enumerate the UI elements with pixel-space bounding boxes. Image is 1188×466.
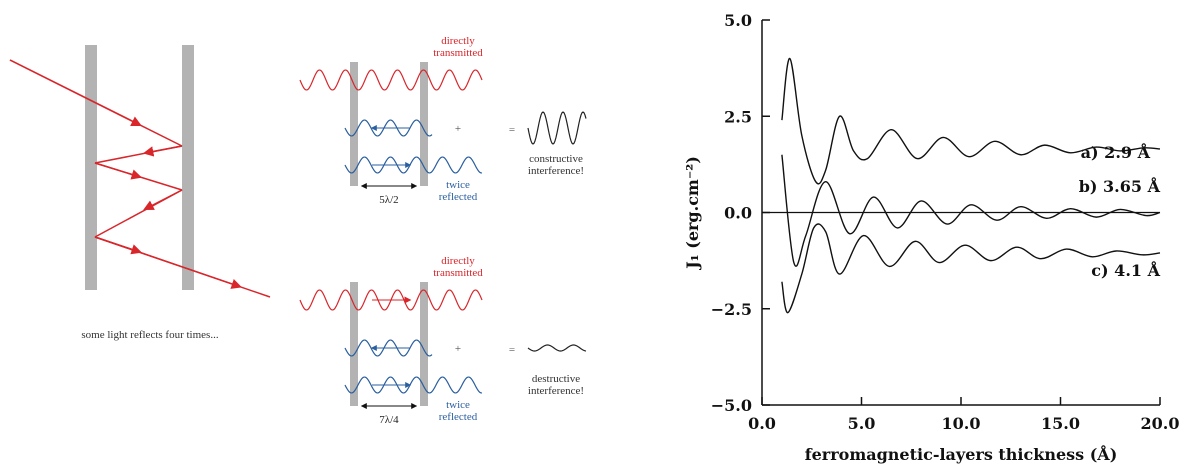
label-line: destructive (532, 373, 580, 385)
wave (299, 69, 483, 91)
y-tick-label: −5.0 (711, 396, 752, 415)
label-line: reflected (439, 411, 478, 423)
label: destructive interference! (528, 373, 584, 397)
x-tick-label: 0.0 (748, 414, 776, 433)
label-line: twice (446, 399, 470, 411)
mirror (420, 282, 428, 406)
label-line: directly (441, 35, 475, 47)
result-wave (527, 111, 587, 145)
x-tick-label: 20.0 (1141, 414, 1180, 433)
plus: + (455, 123, 461, 135)
mirror (182, 45, 194, 290)
label-line: directly (441, 255, 475, 267)
spacing: 5λ/2 (379, 194, 398, 206)
line-series (781, 154, 1161, 267)
label: directly transmitted (433, 35, 483, 59)
label-line: constructive (529, 153, 583, 165)
mirror (420, 62, 428, 186)
y-tick-label: 0.0 (724, 204, 752, 223)
label: twice reflected (439, 399, 478, 423)
light-ray (9, 59, 271, 298)
diagram: some light reflects four times... 5λ/2 di… (9, 35, 587, 426)
result-wave (527, 344, 587, 352)
x-tick-label: 15.0 (1041, 414, 1080, 433)
equals: = (509, 124, 515, 136)
label: constructive interference! (528, 153, 584, 177)
y-tick-label: 5.0 (724, 11, 752, 30)
label: directly transmitted (433, 255, 483, 279)
series-label: c) 4.1 Å (1091, 259, 1160, 280)
wave (344, 376, 482, 394)
chart: −5.0 −2.5 0.0 2.5 5.0 0.0 5.0 10.0 15.0 20.0 ferro… (683, 11, 1179, 464)
spacing: 7λ/4 (379, 414, 399, 426)
label-line: transmitted (433, 47, 483, 59)
mirror (85, 45, 97, 290)
label-line: interference! (528, 165, 584, 177)
wave (344, 156, 482, 174)
x-tick-label: 10.0 (942, 414, 981, 433)
label-line: twice (446, 179, 470, 191)
label-line: reflected (439, 191, 478, 203)
equals: = (509, 344, 515, 356)
wave (344, 339, 433, 357)
y-tick-label: 2.5 (724, 107, 752, 126)
y-axis-title: J₁ (erg.cm⁻²) (683, 156, 702, 271)
x-axis-title: ferromagnetic-layers thickness (Å) (805, 443, 1118, 464)
series-label: b) 3.65 Å (1079, 175, 1161, 196)
caption: some light reflects four times... (81, 329, 218, 341)
wave (344, 119, 433, 137)
y-tick-label: −2.5 (711, 300, 752, 319)
label-line: interference! (528, 385, 584, 397)
mirror (350, 62, 358, 186)
series-label: a) 2.9 Å (1081, 141, 1151, 162)
line-series (781, 223, 1161, 314)
x-tick-label: 5.0 (848, 414, 876, 433)
label: twice reflected (439, 179, 478, 203)
label-line: transmitted (433, 267, 483, 279)
mirror (350, 282, 358, 406)
plus: + (455, 343, 461, 355)
line-series (781, 57, 1161, 185)
